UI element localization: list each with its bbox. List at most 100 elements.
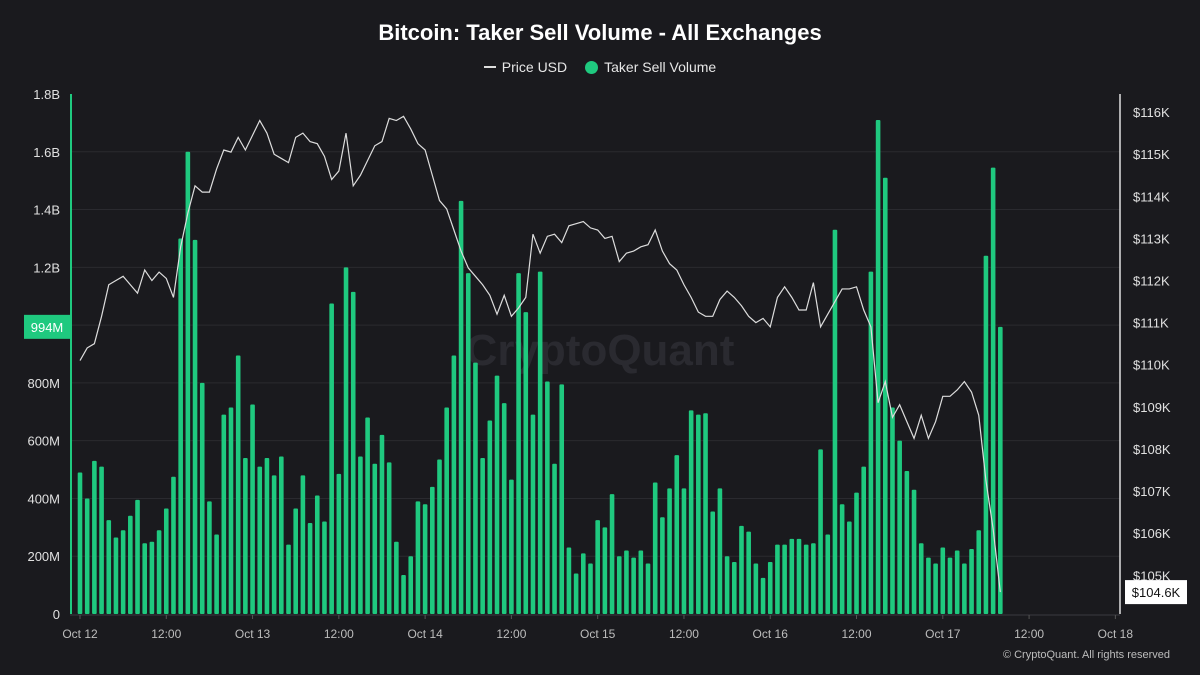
volume-bar xyxy=(221,414,227,614)
volume-bar xyxy=(681,488,687,614)
volume-bar xyxy=(789,538,795,614)
volume-bar xyxy=(293,508,298,614)
dot-swatch-icon xyxy=(585,60,599,74)
volume-bar xyxy=(185,151,191,614)
volume-bar xyxy=(113,537,119,614)
volume-bar xyxy=(703,413,708,614)
volume-bar xyxy=(962,563,967,614)
volume-bar xyxy=(573,573,579,614)
volume-bar xyxy=(372,463,378,614)
volume-bar xyxy=(609,494,615,614)
volume-bar xyxy=(818,449,823,614)
y-left-tick-label: 200M xyxy=(27,549,60,564)
chart-title: Bitcoin: Taker Sell Volume - All Exchang… xyxy=(378,20,822,45)
x-tick-label: 12:00 xyxy=(669,627,699,641)
volume-bar xyxy=(401,575,406,614)
legend-item-price[interactable]: Price USD xyxy=(483,59,567,75)
volume-bar xyxy=(904,471,910,614)
volume-bar xyxy=(588,563,593,614)
volume-bar xyxy=(120,530,126,614)
volume-bar xyxy=(724,556,730,614)
volume-bar xyxy=(926,557,931,614)
y-right-tick-label: $106K xyxy=(1133,526,1171,541)
volume-bar xyxy=(638,550,644,614)
volume-bar xyxy=(624,550,629,614)
volume-bar xyxy=(307,523,313,614)
volume-bar xyxy=(516,273,521,614)
volume-bar xyxy=(782,544,787,614)
x-tick-label: 12:00 xyxy=(1014,627,1044,641)
y-left-tick-label: 600M xyxy=(27,434,60,449)
volume-bar xyxy=(875,120,881,614)
volume-bar xyxy=(199,382,205,614)
volume-bar xyxy=(77,472,83,614)
volume-bar xyxy=(480,458,485,614)
x-tick-label: Oct 15 xyxy=(580,627,616,641)
volume-bar xyxy=(84,498,90,614)
volume-bar xyxy=(760,577,766,614)
line-swatch-icon xyxy=(483,66,496,68)
volume-bar xyxy=(803,544,809,614)
volume-bar xyxy=(228,407,234,614)
volume-bar xyxy=(775,544,780,614)
volume-bar xyxy=(99,466,104,614)
volume-bar xyxy=(214,534,219,614)
legend-item-volume[interactable]: Taker Sell Volume xyxy=(585,59,716,75)
y-right-tick-label: $107K xyxy=(1133,484,1171,499)
volume-bar xyxy=(602,527,608,614)
volume-bar xyxy=(415,501,421,614)
volume-bar xyxy=(523,312,529,614)
volume-bar xyxy=(660,517,665,614)
volume-bar xyxy=(329,303,334,614)
y-right-tick-label: $115K xyxy=(1133,147,1170,162)
current-volume-badge xyxy=(24,314,70,339)
y-right-tick-label: $114K xyxy=(1133,189,1170,204)
y-left-tick-label: 1.8B xyxy=(33,87,60,102)
x-tick-label: Oct 13 xyxy=(235,627,271,641)
x-tick-label: Oct 18 xyxy=(1098,627,1134,641)
volume-bar xyxy=(832,229,838,614)
price-line xyxy=(79,115,1001,593)
volume-bar xyxy=(710,511,716,614)
volume-bar xyxy=(501,403,507,614)
volume-bar xyxy=(430,486,435,614)
volume-bar xyxy=(243,458,248,614)
volume-bar xyxy=(465,273,471,614)
volume-bar xyxy=(386,462,392,614)
volume-bar xyxy=(156,530,162,614)
volume-bar xyxy=(128,515,133,614)
volume-bar xyxy=(408,556,414,614)
legend: Price USD Taker Sell Volume xyxy=(0,59,1200,75)
volume-bar xyxy=(537,271,543,614)
volume-bar xyxy=(458,200,464,614)
volume-bar xyxy=(954,550,960,614)
volume-bar xyxy=(545,381,550,614)
volume-bar xyxy=(494,375,500,614)
x-tick-label: Oct 17 xyxy=(925,627,961,641)
y-left-tick-label: 1.2B xyxy=(33,260,60,275)
volume-bar xyxy=(990,167,996,614)
x-tick-label: Oct 12 xyxy=(62,627,98,641)
y-left-tick-label: 0 xyxy=(53,607,60,622)
current-price-badge xyxy=(1125,580,1187,605)
volume-bar xyxy=(767,562,773,614)
y-right-tick-label: $108K xyxy=(1133,442,1171,457)
volume-bar xyxy=(847,521,852,614)
volume-bar xyxy=(300,475,306,614)
copyright-footer: © CryptoQuant. All rights reserved xyxy=(1002,649,1170,661)
x-tick-label: Oct 16 xyxy=(753,627,789,641)
current-price-label: $104.6K xyxy=(1132,585,1181,600)
volume-bar xyxy=(890,407,895,614)
x-tick-label: 12:00 xyxy=(842,627,872,641)
volume-bar xyxy=(257,466,263,614)
volume-bar xyxy=(92,460,97,614)
watermark: CryptoQuant xyxy=(466,326,735,375)
volume-bar xyxy=(264,458,270,614)
volume-bar xyxy=(688,410,694,614)
volume-bar xyxy=(796,538,802,614)
y-left-tick-label: 1.4B xyxy=(33,203,60,218)
volume-bar xyxy=(379,434,385,614)
y-right-tick-label: $116K xyxy=(1133,105,1170,120)
volume-bar xyxy=(911,489,917,614)
